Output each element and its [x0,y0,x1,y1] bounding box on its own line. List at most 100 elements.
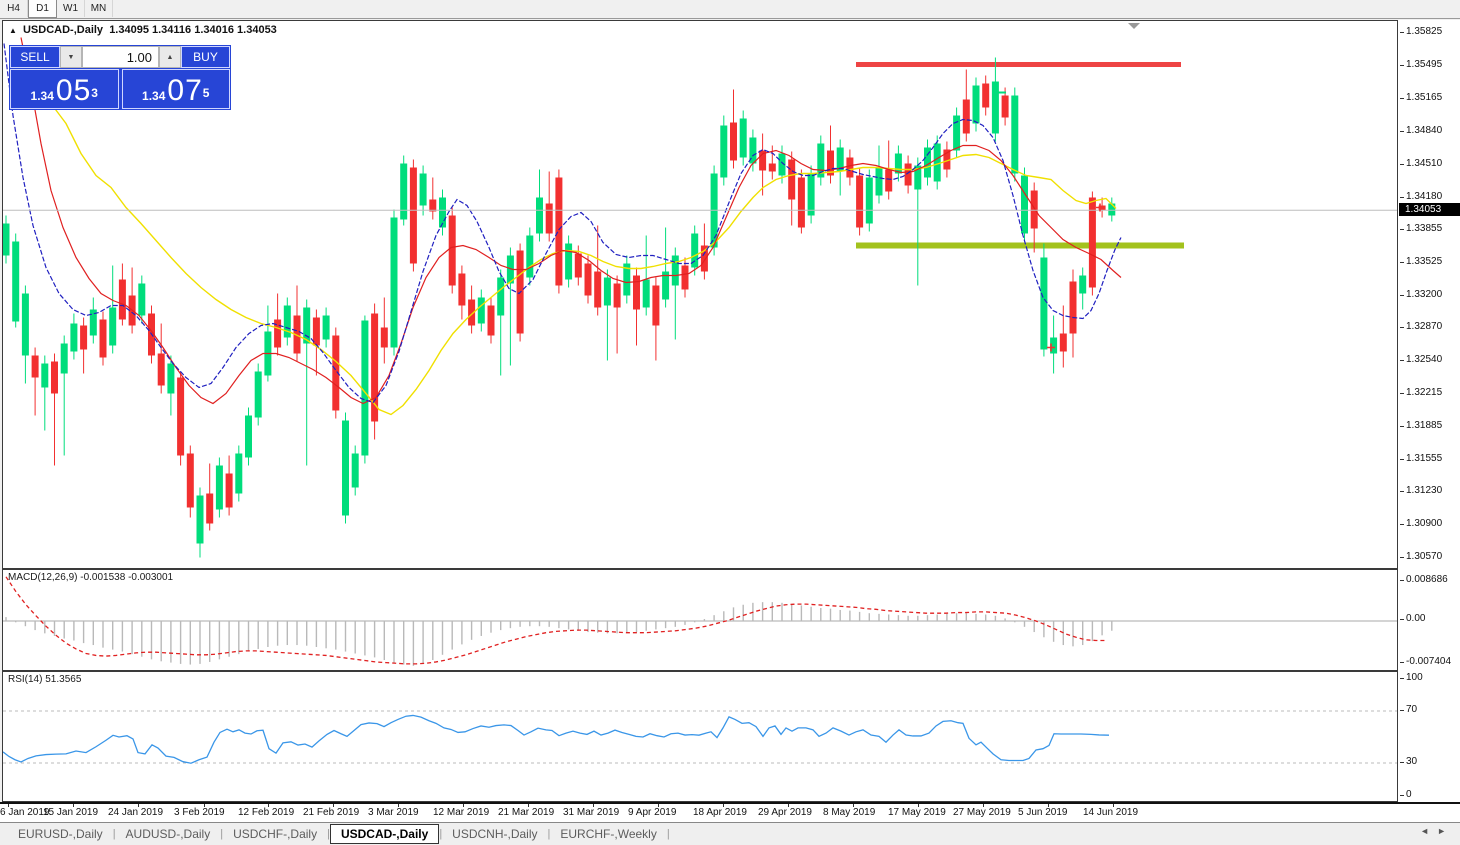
price-tick-label: 1.31230 [1399,485,1443,496]
rsi-indicator-pane[interactable]: RSI(14) 51.3565 [2,671,1398,802]
sell-price-sup: 3 [91,86,98,100]
price-tick-label: 1.31555 [1399,453,1443,464]
chart-tab-usdcnh[interactable]: USDCNH-,Daily [452,827,538,841]
indicator-axis-label: 30 [1399,756,1418,767]
chart-tab-audusd[interactable]: AUDUSD-,Daily [125,827,211,841]
date-tick [658,804,659,807]
volume-input[interactable]: 1.00 [82,46,159,68]
volume-decrease-button[interactable]: ▼ [60,46,82,68]
chart-tab-bar: EURUSD-,Daily | AUDUSD-,Daily | USDCHF-,Dail… [0,822,1460,845]
date-label: 9 Apr 2019 [628,807,677,818]
sell-price-main: 1.34 [30,89,54,103]
chevron-down-icon: ▼ [67,53,75,61]
price-tick-label: 1.34180 [1399,191,1443,202]
resistance-line [856,62,1181,67]
chart-tab-usdcad[interactable]: USDCAD-,Daily [329,824,440,844]
price-tick-label: 1.30900 [1399,518,1443,529]
price-tick-label: 1.35495 [1399,59,1443,70]
buy-price-big: 07 [167,74,203,107]
price-tick-label: 1.32540 [1399,354,1443,365]
chevron-up-icon: ▲ [166,53,174,61]
one-click-trading-panel: SELL ▼ 1.00 ▲ BUY 1.34 05 3 1.34 07 5 [9,45,231,110]
macd-chart-canvas[interactable] [3,570,1397,670]
date-tick [593,804,594,807]
chart-tab-eurusd[interactable]: EURUSD-,Daily [18,827,103,841]
rsi-label: RSI(14) 51.3565 [8,674,82,685]
date-label: 21 Feb 2019 [303,807,360,818]
date-tick [73,804,74,807]
tab-separator: | [220,828,224,840]
tab-scroll-arrows[interactable]: ◄► [1420,826,1454,836]
indicator-axis-label: 100 [1400,672,1423,683]
date-label: 27 May 2019 [953,807,1011,818]
price-axis: 1.34053 1.35825 1.35495 1.35165 1.34840 1.34… [1398,20,1460,802]
timeframe-button-w1[interactable]: W1 [57,0,85,17]
date-tick [528,804,529,807]
indicator-axis-label: -0.007404 [1399,656,1452,667]
price-tick-label: 1.32215 [1399,387,1443,398]
indicator-axis-label: 0 [1400,789,1412,800]
date-tick [138,804,139,807]
price-tick-label: 1.35825 [1399,26,1443,37]
date-label: 6 Jan 2019 [0,807,50,818]
macd-indicator-pane[interactable]: MACD(12,26,9) -0.001538 -0.003001 [2,569,1398,671]
indicator-axis-label: 70 [1399,704,1418,715]
volume-increase-button[interactable]: ▲ [159,46,181,68]
candlestick-chart-canvas[interactable] [3,21,1397,568]
timeframe-button-h4[interactable]: H4 [0,0,28,17]
date-label: 29 Apr 2019 [758,807,812,818]
chart-title: ▲ USDCAD-,Daily 1.34095 1.34116 1.34016 … [9,24,277,36]
price-tick-label: 1.32870 [1399,321,1443,332]
chart-symbol-label: USDCAD-,Daily [22,24,104,36]
date-tick [333,804,334,807]
price-tick-label: 1.33855 [1399,223,1443,234]
rsi-chart-canvas[interactable] [3,672,1397,801]
date-tick [268,804,269,807]
price-tick-label: 1.34510 [1399,158,1443,169]
buy-price-display[interactable]: 1.34 07 5 [121,69,230,109]
timeframe-button-d1[interactable]: D1 [28,0,57,18]
chart-ohlc-values: 1.34095 1.34116 1.34016 1.34053 [109,24,277,36]
timeframe-button-mn[interactable]: MN [85,0,113,17]
date-axis: 6 Jan 2019 15 Jan 2019 24 Jan 2019 3 Feb 20… [0,802,1460,822]
main-chart-pane[interactable]: ▲ USDCAD-,Daily 1.34095 1.34116 1.34016 … [2,20,1398,569]
date-label: 3 Mar 2019 [368,807,419,818]
buy-button[interactable]: BUY [181,46,230,68]
date-tick [398,804,399,807]
date-tick [8,804,9,807]
indicator-axis-label: 0.00 [1399,613,1426,624]
collapse-arrow-icon[interactable]: ▲ [9,26,17,35]
tab-separator: | [547,828,551,840]
current-price-badge: 1.34053 [1399,203,1460,216]
tab-separator: | [112,828,116,840]
date-label: 12 Mar 2019 [433,807,490,818]
tab-separator: | [666,828,670,840]
macd-label: MACD(12,26,9) -0.001538 -0.003001 [8,572,174,583]
date-label: 21 Mar 2019 [498,807,555,818]
price-tick-label: 1.33525 [1399,256,1443,267]
chart-tab-usdchf[interactable]: USDCHF-,Daily [233,827,318,841]
sell-price-display[interactable]: 1.34 05 3 [10,69,119,109]
date-tick [204,804,205,807]
date-label: 31 Mar 2019 [563,807,620,818]
date-label: 14 Jun 2019 [1083,807,1139,818]
price-tick-label: 1.34840 [1399,125,1443,136]
date-tick [983,804,984,807]
buy-price-main: 1.34 [142,89,166,103]
support-line [856,242,1184,249]
price-tick-label: 1.35165 [1399,92,1443,103]
date-label: 24 Jan 2019 [108,807,164,818]
date-label: 5 Jun 2019 [1018,807,1068,818]
date-label: 12 Feb 2019 [238,807,295,818]
price-tick-label: 1.33200 [1399,289,1443,300]
date-tick [788,804,789,807]
date-label: 15 Jan 2019 [43,807,99,818]
date-tick [723,804,724,807]
sell-button[interactable]: SELL [10,46,60,68]
tab-separator: | [439,828,443,840]
price-tick-label: 1.31885 [1399,420,1443,431]
chart-tab-eurchf[interactable]: EURCHF-,Weekly [560,827,657,841]
date-tick [918,804,919,807]
date-label: 8 May 2019 [823,807,876,818]
